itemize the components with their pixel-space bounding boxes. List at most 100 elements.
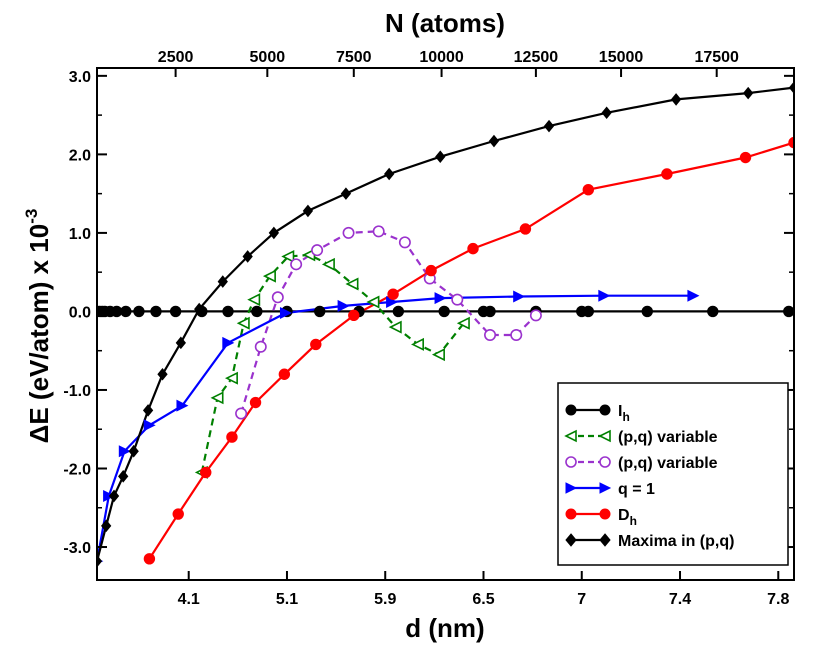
legend: Ih (p,q) variable (p,q) variable q = 1 Dh Max… [557, 382, 789, 566]
series-4-dh-point [278, 368, 291, 380]
series-5-maxima-in-p-q-point [175, 336, 186, 350]
legend-item-1-label: (p,q) variable [618, 429, 718, 446]
series-3-q-1-point [143, 419, 156, 432]
series-1-p-q-variable-point [366, 295, 380, 309]
series-2-p-q-variable-point [398, 236, 411, 249]
series-0-ih-point [707, 305, 719, 318]
series-5-maxima-in-p-q-point [97, 554, 103, 568]
series-4-dh-point [226, 431, 238, 443]
series-1-p-q-variable-point [262, 269, 276, 283]
top-axis-title: N (atoms) [385, 8, 505, 38]
legend-item-3-marker-end [599, 482, 612, 494]
top-tick-label: 5000 [250, 49, 286, 66]
series-0-ih-point [222, 305, 234, 318]
series-1-p-q-variable-point [410, 337, 424, 351]
legend-item-3-marker-start [565, 482, 578, 494]
series-0-ih-point [120, 305, 132, 318]
series-5-maxima-in-p-q-point [108, 489, 120, 503]
series-1-p-q-variable-point [321, 257, 335, 271]
y-axis-title: ΔE (eV/atom) x 10-3 [22, 209, 54, 444]
series-3-q-1-point [513, 290, 526, 303]
y-tick-label: -2.0 [63, 461, 91, 478]
top-tick-label: 15000 [599, 49, 644, 66]
y-tick-label: 2.0 [69, 147, 91, 164]
legend-item-5-marker-start [565, 533, 577, 547]
series-3-q-1-point [103, 489, 116, 502]
series-5-maxima-in-p-q-point [142, 404, 154, 417]
series-3-q-1-point [279, 306, 292, 320]
series-5-maxima-in-p-q-point [384, 167, 395, 181]
series-3-q-1-point [598, 289, 611, 302]
series-3-q-1-point [337, 299, 350, 312]
series-3-q-1-point [176, 399, 189, 412]
x-tick-label: 4.1 [178, 591, 200, 608]
series-2-p-q-variable-point [342, 226, 355, 239]
series-0-ih-point [251, 305, 263, 318]
series-2-p-q-variable-point [484, 328, 497, 341]
legend-item-0-marker-end [599, 404, 611, 416]
series-5-maxima-in-p-q-point [118, 470, 129, 483]
series-2-p-q-variable-point [372, 225, 385, 238]
series-2-p-q-variable-point [271, 291, 284, 304]
legend-item-4-label: Dh [618, 507, 637, 528]
x-axis-title: d (nm) [405, 613, 484, 643]
legend-item-2-marker-end [599, 456, 611, 468]
top-tick-label: 2500 [158, 49, 194, 66]
y-tick-label: 3.0 [69, 69, 91, 86]
series-1-p-q-variable-point [210, 391, 224, 405]
series-5-maxima-in-p-q-point [543, 119, 555, 133]
y-tick-label: -1.0 [63, 383, 91, 400]
series-1-p-q-variable-point [431, 348, 445, 362]
x-tick-label: 5.1 [276, 591, 298, 608]
series-4-dh-point [172, 508, 184, 520]
series-2-p-q-variable-point [254, 340, 267, 353]
series-5-maxima-in-p-q-point [268, 226, 280, 240]
legend-item-4-marker-start [565, 508, 577, 520]
series-3-q-1-point [434, 292, 447, 305]
series-4-dh-point [519, 223, 532, 235]
series-0-ih-point [392, 305, 405, 318]
plot-frame [96, 67, 795, 581]
series-4-dh-point [739, 151, 752, 164]
series-5-maxima-in-p-q-line [97, 86, 794, 562]
legend-item-2-marker-start [565, 456, 577, 468]
series-1-p-q-variable-point [236, 316, 250, 330]
top-tick-label: 12500 [514, 49, 559, 66]
series-0-ih-point [484, 305, 496, 318]
series-5-maxima-in-p-q-point [128, 444, 139, 458]
series-0-ih-point [133, 305, 145, 318]
series-0-ih-point [150, 305, 162, 318]
series-0-ih-point [169, 305, 182, 318]
series-1-p-q-variable-point [456, 316, 470, 330]
series-2-p-q-variable-point [235, 407, 248, 420]
series-0-ih-point [438, 305, 450, 318]
series-5-maxima-in-p-q-point [242, 250, 253, 263]
legend-item-1-marker-end [598, 429, 611, 443]
series-2-p-q-variable-point [290, 258, 303, 271]
series-2-p-q-variable-point [510, 328, 523, 341]
series-4-dh-point [467, 242, 479, 255]
series-5-maxima-in-p-q-point [488, 134, 500, 148]
legend-item-3-label: q = 1 [618, 481, 655, 498]
x-tick-label: 5.9 [374, 591, 396, 608]
x-tick-label: 7.4 [669, 591, 691, 608]
y-tick-label: 1.0 [69, 226, 91, 243]
x-tick-label: 6.5 [472, 591, 494, 608]
series-5-maxima-in-p-q-point [340, 187, 352, 200]
series-4-dh-point [249, 396, 262, 409]
series-0-ih-point [314, 305, 326, 318]
series-5-maxima-in-p-q-point [601, 106, 612, 120]
legend-item-4-subscript: h [630, 514, 637, 528]
series-4-dh-point [582, 184, 595, 196]
series-1-p-q-variable-point [345, 277, 359, 291]
legend-item-0-marker-start [565, 404, 577, 416]
series-5-maxima-in-p-q-point [157, 367, 168, 381]
series-5-maxima-in-p-q-point [788, 81, 794, 94]
series-4-dh-point [387, 288, 399, 300]
series-4-dh-point [143, 553, 156, 565]
series-3-q-1-point [687, 289, 700, 302]
top-tick-label: 17500 [694, 49, 739, 66]
series-5-maxima-in-p-q-point [217, 275, 228, 288]
series-1-p-q-variable-point [224, 371, 238, 385]
